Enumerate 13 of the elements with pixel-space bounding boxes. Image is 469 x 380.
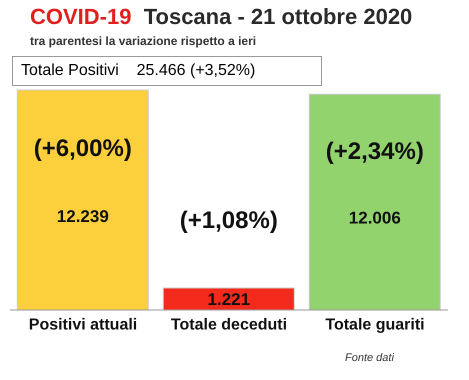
source-note: Fonte dati [345, 352, 394, 364]
chart-title: COVID-19 Toscana - 21 ottobre 2020 [30, 4, 412, 30]
data-label: 12.239 [56, 207, 109, 226]
data-label: 12.006 [348, 208, 401, 228]
chart-subtitle: tra parentesi la variazione rispetto a ieri [30, 34, 256, 48]
data-label: 1.221 [208, 290, 250, 310]
annotation: (+6,00%) [34, 135, 132, 162]
annotation: (+1,08%) [180, 207, 278, 234]
text: Totale Positivi 25.466 (+3,52%) [12, 56, 322, 86]
x-tick-label: Totale guariti [325, 316, 425, 334]
x-tick-label: Positivi attuali [28, 316, 138, 334]
annotation: (+2,34%) [326, 138, 424, 165]
x-tick-label: Totale deceduti [170, 316, 288, 334]
